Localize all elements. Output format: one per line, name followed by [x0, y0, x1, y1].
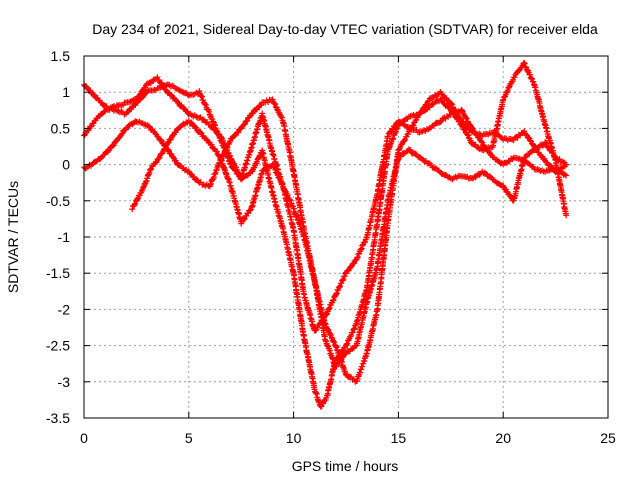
grid-lines	[84, 56, 608, 418]
y-tick-label: -1.5	[46, 265, 70, 281]
y-tick-label: 1.5	[51, 48, 71, 64]
y-tick-label: -1	[58, 229, 71, 245]
y-tick-label: -3.5	[46, 410, 70, 426]
x-tick-label: 10	[286, 430, 302, 446]
x-tick-label: 0	[80, 430, 88, 446]
y-tick-label: -0.5	[46, 193, 70, 209]
chart-title: Day 234 of 2021, Sidereal Day-to-day VTE…	[92, 21, 598, 37]
y-tick-label: -2.5	[46, 338, 70, 354]
axis-ticks	[83, 55, 609, 419]
series-sat-b	[81, 74, 570, 334]
y-axis-label: SDTVAR / TECUs	[5, 181, 21, 293]
y-tick-label: 0.5	[51, 120, 71, 136]
x-tick-label: 5	[185, 430, 193, 446]
x-tick-label: 15	[391, 430, 407, 446]
y-tick-label: 1	[62, 84, 70, 100]
series-markers	[81, 74, 570, 334]
y-tick-labels: 1.5 1 0.5 0 -0.5 -1 -1.5 -2 -2.5 -3 -3.5	[46, 48, 70, 426]
data-series	[81, 59, 570, 410]
x-axis-label: GPS time / hours	[292, 458, 399, 474]
x-tick-label: 20	[495, 430, 511, 446]
x-tick-labels: 0 5 10 15 20 25	[80, 430, 616, 446]
y-tick-label: -3	[58, 374, 71, 390]
x-tick-label: 25	[600, 430, 616, 446]
y-tick-label: 0	[62, 157, 70, 173]
y-tick-label: -2	[58, 301, 71, 317]
